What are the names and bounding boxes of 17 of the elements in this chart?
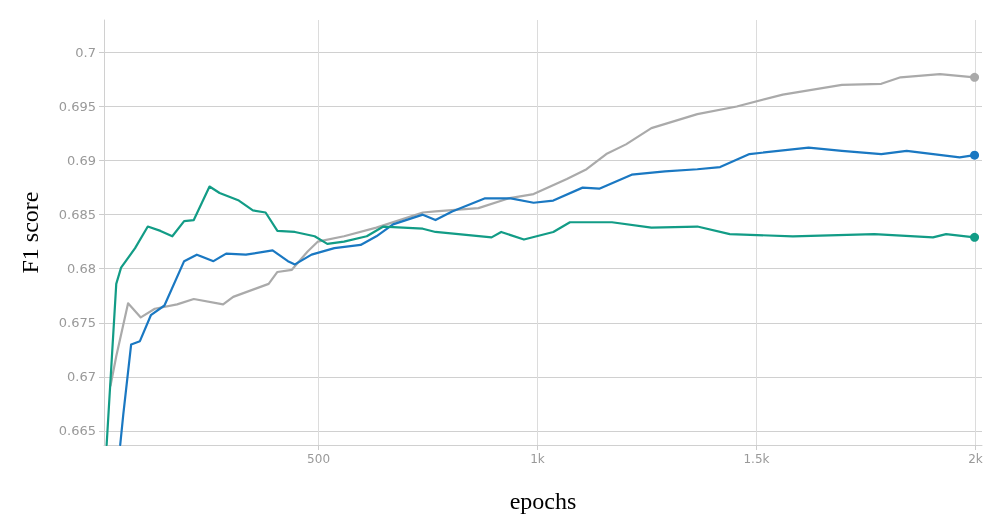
y-tick-label: 0.68 (67, 261, 96, 277)
point (970, 72, 980, 82)
point (970, 150, 980, 160)
y-axis-title: F1 score (17, 191, 43, 274)
x-tick-label: 1.5k (743, 452, 770, 466)
y-tick-label: 0.7 (75, 44, 96, 60)
y-tick-label: 0.675 (58, 315, 96, 331)
point (970, 232, 980, 242)
y-tick-label: 0.67 (67, 369, 96, 385)
x-tick-label: 2k (968, 452, 983, 466)
x-tick-label: 500 (307, 452, 331, 466)
y-tick-label: 0.695 (58, 99, 96, 115)
x-tick-label: 1k (530, 452, 545, 466)
x-axis-title: epochs (509, 488, 577, 514)
y-tick-label: 0.685 (58, 207, 96, 223)
y-tick-label: 0.69 (67, 153, 96, 169)
y-tick-label: 0.665 (58, 423, 96, 439)
